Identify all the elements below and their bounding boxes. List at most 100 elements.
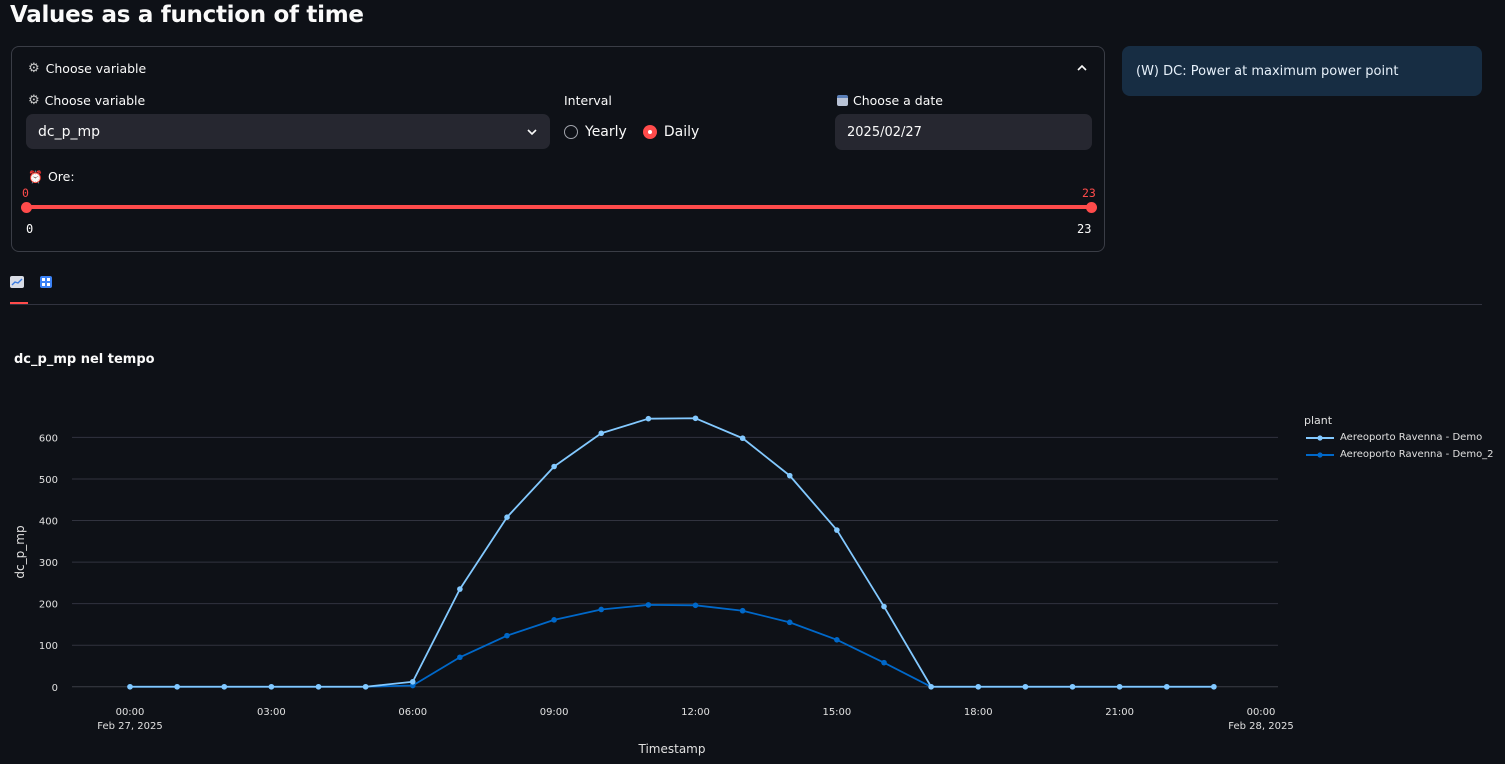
data-point-series-0 [221, 683, 228, 690]
variable-expander: ⚙ Choose variable ⚙ Choose variable dc_p… [11, 46, 1105, 252]
slider-max-label: 23 [1077, 222, 1092, 236]
legend-swatch-demo-2 [1306, 451, 1334, 458]
data-point-series-0 [739, 435, 746, 442]
data-point-series-1 [551, 617, 557, 623]
data-point-series-1 [645, 602, 652, 608]
data-point-series-0 [174, 683, 180, 690]
data-point-series-0 [315, 683, 322, 690]
slider-min-label: 0 [26, 222, 34, 236]
chevron-down-icon [527, 128, 537, 135]
hours-label-row: ⏰ Ore: [28, 169, 75, 184]
data-point-series-1 [739, 607, 746, 614]
interval-radio-group: Yearly Daily [564, 124, 715, 140]
tab-bar [10, 276, 70, 304]
variable-label-row: ⚙ Choose variable [28, 93, 145, 108]
radio-daily-label: Daily [663, 124, 700, 140]
data-point-series-0 [409, 678, 416, 685]
data-point-series-0 [127, 683, 133, 690]
data-point-series-0 [1211, 683, 1217, 690]
data-point-series-0 [1069, 683, 1076, 690]
x-tick-label: 00:00 [116, 707, 145, 718]
series-line-0 [130, 417, 1214, 688]
radio-yearly-circle[interactable] [564, 125, 578, 139]
legend-swatch-demo [1306, 434, 1334, 441]
expander-header-label: Choose variable [45, 61, 147, 76]
data-point-series-0 [1116, 683, 1123, 690]
x-tick-label: 15:00 [822, 707, 851, 718]
hours-slider-track[interactable] [26, 205, 1092, 209]
data-point-series-0 [268, 683, 275, 690]
x-axis-title: Timestamp [638, 742, 706, 756]
date-label-row: Choose a date [837, 93, 943, 108]
data-point-series-1 [457, 654, 463, 661]
x-tick-sublabel: Feb 28, 2025 [1228, 721, 1293, 732]
variable-select[interactable]: dc_p_mp [26, 114, 550, 149]
interval-label-row: Interval [564, 93, 612, 108]
data-point-series-1 [692, 602, 699, 609]
chevron-up-icon[interactable] [1074, 60, 1090, 76]
variable-select-value: dc_p_mp [38, 123, 100, 140]
data-point-series-0 [551, 463, 557, 470]
variable-info-text: (W) DC: Power at maximum power point [1136, 63, 1399, 79]
data-point-series-0 [975, 683, 982, 690]
y-tick-label: 600 [39, 433, 58, 444]
line-chart: 0 100 200 300 400 500 600 00:00 Feb 27, 2025 03:0… [13, 415, 1294, 756]
data-point-series-1 [881, 659, 887, 666]
y-tick-label: 100 [39, 641, 58, 652]
hours-label: Ore: [47, 169, 75, 184]
data-point-series-0 [881, 603, 887, 610]
expander-header[interactable]: ⚙ Choose variable [28, 61, 146, 76]
variable-info-box: (W) DC: Power at maximum power point [1122, 46, 1482, 96]
slider-low-handle[interactable] [21, 202, 32, 213]
calendar-icon [837, 95, 848, 106]
data-point-series-0 [598, 430, 605, 437]
chart-icon [10, 276, 24, 288]
legend-label-demo-2: Aereoporto Ravenna - Demo_2 [1340, 449, 1494, 460]
gear-icon: ⚙ [28, 61, 40, 76]
legend-item-demo-2[interactable]: Aereoporto Ravenna - Demo_2 [1306, 449, 1494, 460]
date-input-value: 2025/02/27 [847, 124, 922, 140]
gear-icon: ⚙ [28, 93, 40, 108]
radio-daily-circle[interactable] [642, 125, 657, 139]
tab-chart[interactable] [10, 276, 40, 304]
radio-yearly[interactable]: Yearly [564, 124, 627, 140]
date-input[interactable]: 2025/02/27 [835, 114, 1092, 150]
chart-title: dc_p_mp nel tempo [14, 352, 155, 367]
data-point-series-1 [504, 632, 510, 639]
tab-table[interactable] [40, 276, 70, 304]
numbers-icon [40, 276, 52, 288]
data-point-series-0 [928, 683, 934, 690]
data-point-series-0 [692, 415, 699, 422]
legend-title: plant [1304, 414, 1333, 427]
x-tick-label: 18:00 [964, 707, 993, 718]
x-tick-label: 00:00 [1247, 707, 1276, 718]
data-point-series-0 [645, 415, 652, 422]
page-title: Values as a function of time [10, 2, 364, 28]
data-point-series-0 [786, 472, 793, 479]
radio-daily[interactable]: Daily [642, 124, 700, 140]
data-point-series-0 [504, 514, 510, 520]
data-point-series-0 [834, 527, 840, 533]
slider-low-value: 0 [22, 186, 29, 200]
x-tick-label: 06:00 [398, 707, 427, 718]
slider-high-handle[interactable] [1086, 202, 1097, 213]
x-tick-sublabel: Feb 27, 2025 [97, 721, 162, 732]
x-tick-label: 12:00 [681, 707, 710, 718]
y-tick-label: 400 [39, 517, 58, 528]
data-point-series-1 [786, 619, 793, 626]
y-tick-label: 200 [39, 600, 58, 611]
tab-divider [10, 304, 1482, 305]
data-point-series-1 [598, 606, 605, 613]
date-label: Choose a date [853, 93, 943, 108]
legend-item-demo[interactable]: Aereoporto Ravenna - Demo [1306, 432, 1482, 443]
slider-high-value: 23 [1082, 186, 1096, 200]
y-tick-label: 500 [39, 475, 58, 486]
data-point-series-0 [362, 683, 369, 690]
y-tick-label: 0 [52, 683, 58, 694]
x-tick-label: 09:00 [540, 707, 569, 718]
x-tick-label: 03:00 [257, 707, 286, 718]
variable-label: Choose variable [44, 93, 146, 108]
y-tick-label: 300 [39, 558, 58, 569]
y-axis-title: dc_p_mp [13, 525, 27, 578]
interval-label: Interval [564, 93, 612, 108]
